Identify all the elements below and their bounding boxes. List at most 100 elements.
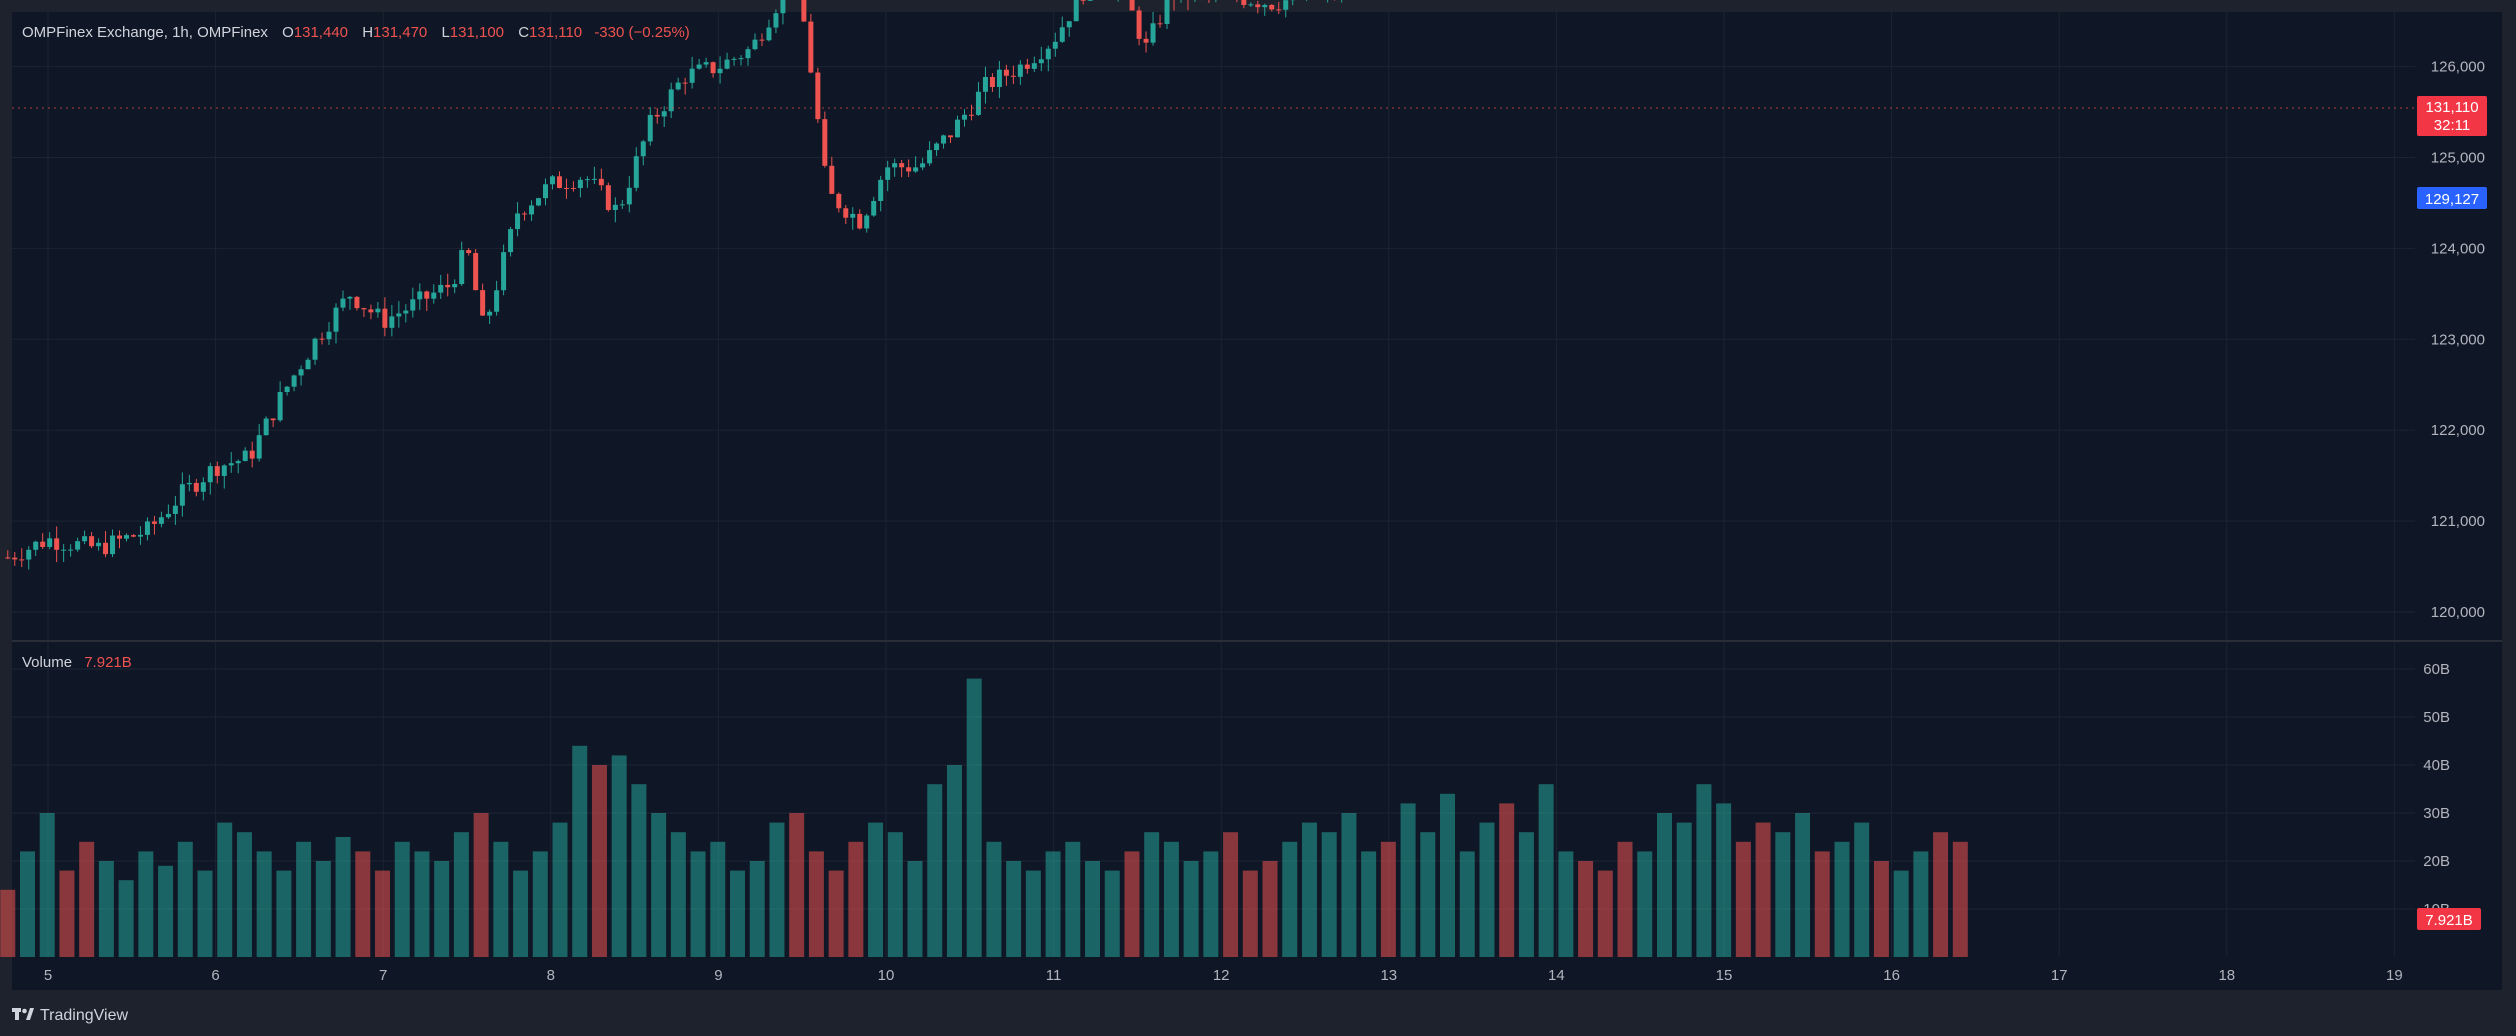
price-tick-label: 120,000	[2431, 604, 2485, 621]
candle-up	[396, 313, 402, 317]
time-tick-label: 10	[878, 967, 895, 984]
candle-up	[689, 68, 695, 83]
candle-up	[389, 316, 395, 328]
candle-up	[277, 391, 283, 421]
volume-bar	[473, 813, 489, 957]
candle-up	[766, 27, 772, 41]
volume-bar	[1499, 803, 1515, 957]
candle-up	[1059, 27, 1065, 42]
volume-bar	[1952, 841, 1968, 957]
volume-bar	[887, 832, 903, 957]
volume-bar	[1597, 870, 1613, 957]
candle-down	[1136, 10, 1142, 39]
candle-down	[1241, 0, 1247, 5]
volume-bar	[355, 851, 371, 957]
candle-down	[1255, 4, 1261, 8]
candle-up	[1066, 21, 1072, 28]
candle-up	[452, 284, 458, 288]
open-label: O	[282, 24, 294, 41]
candle-down	[906, 167, 912, 172]
open-value: 131,440	[294, 24, 348, 41]
candle-down	[654, 114, 660, 117]
candle-up	[347, 296, 353, 299]
low-label: L	[441, 24, 449, 41]
volume-bar	[315, 861, 331, 957]
volume-bar	[177, 841, 193, 957]
candle-up	[68, 549, 74, 551]
brand-name[interactable]: TradingView	[40, 1007, 128, 1024]
candle-up	[284, 386, 290, 392]
volume-bar	[848, 841, 864, 957]
volume-bar	[1223, 832, 1239, 957]
candle-down	[1024, 64, 1030, 69]
candle-down	[808, 21, 814, 73]
candle-up	[961, 114, 967, 120]
volume-tick-label: 50B	[2423, 709, 2450, 726]
candle-down	[117, 535, 123, 539]
candle-up	[26, 549, 32, 560]
volume-bar	[749, 861, 765, 957]
volume-bar	[1538, 784, 1554, 957]
volume-tick-label: 60B	[2423, 661, 2450, 678]
volume-bar	[1558, 851, 1574, 957]
volume-bar	[39, 813, 55, 957]
price-axis[interactable]: 120,000 121,000 122,000 123,000 124,000 125,0…	[2431, 0, 2485, 621]
time-tick-label: 13	[1380, 967, 1397, 984]
volume-bar	[1873, 861, 1889, 957]
volume-bar	[966, 678, 982, 957]
support-level-tag: 129,127	[2417, 187, 2487, 209]
candle-down	[130, 535, 136, 537]
volume-bar	[670, 832, 686, 957]
volume-bar	[1440, 793, 1456, 957]
candle-down	[361, 308, 367, 310]
candle-down	[89, 536, 95, 547]
candle-up	[207, 466, 213, 483]
time-tick-label: 8	[547, 967, 555, 984]
candle-down	[270, 418, 276, 421]
volume-bar	[1183, 861, 1199, 957]
chart-legend[interactable]: OMPFinex Exchange, 1h, OMPFinex O131,440…	[22, 24, 690, 41]
price-tick-label: 124,000	[2431, 240, 2485, 257]
candle-down	[989, 76, 995, 88]
candle-up	[82, 536, 88, 542]
candle-up	[871, 200, 877, 216]
volume-bar	[1104, 870, 1120, 957]
candle-down	[801, 0, 807, 22]
volume-bar	[276, 870, 292, 957]
candle-up	[885, 167, 891, 180]
volume-bar	[375, 870, 391, 957]
candle-down	[822, 119, 828, 166]
time-tick-label: 11	[1046, 967, 1062, 984]
candle-up	[305, 359, 311, 370]
volume-bar	[1814, 851, 1830, 957]
volume-bar	[1163, 841, 1179, 957]
candle-down	[843, 208, 849, 218]
volume-tag-value: 7.921B	[2425, 912, 2473, 929]
volume-tag: 7.921B	[2417, 908, 2481, 930]
candle-up	[619, 204, 625, 206]
volume-bar	[217, 822, 233, 957]
candle-up	[612, 204, 618, 211]
chart-background[interactable]	[12, 12, 2502, 990]
change-value: -330 (−0.25%)	[594, 24, 689, 41]
tradingview-logo-icon[interactable]	[12, 1008, 34, 1020]
price-tick-label: 123,000	[2431, 331, 2485, 348]
candle-up	[515, 213, 521, 230]
candle-down	[12, 557, 18, 560]
price-tick-label: 121,000	[2431, 513, 2485, 530]
candle-up	[1248, 4, 1254, 6]
volume-bar	[946, 765, 962, 957]
volume-bar	[256, 851, 272, 957]
volume-bar	[1617, 841, 1633, 957]
volume-bars	[0, 678, 1968, 957]
volume-bar	[394, 841, 410, 957]
volume-bar	[20, 851, 35, 957]
time-axis[interactable]: 5 6 7 8 9 10 11 12 13 14 15 16 17 18 19	[44, 967, 2403, 984]
volume-legend[interactable]: Volume 7.921B	[22, 654, 132, 671]
volume-bar	[1262, 861, 1278, 957]
volume-bar	[690, 851, 706, 957]
candle-up	[298, 369, 304, 376]
candle-up	[996, 69, 1002, 88]
candle-up	[640, 141, 646, 157]
